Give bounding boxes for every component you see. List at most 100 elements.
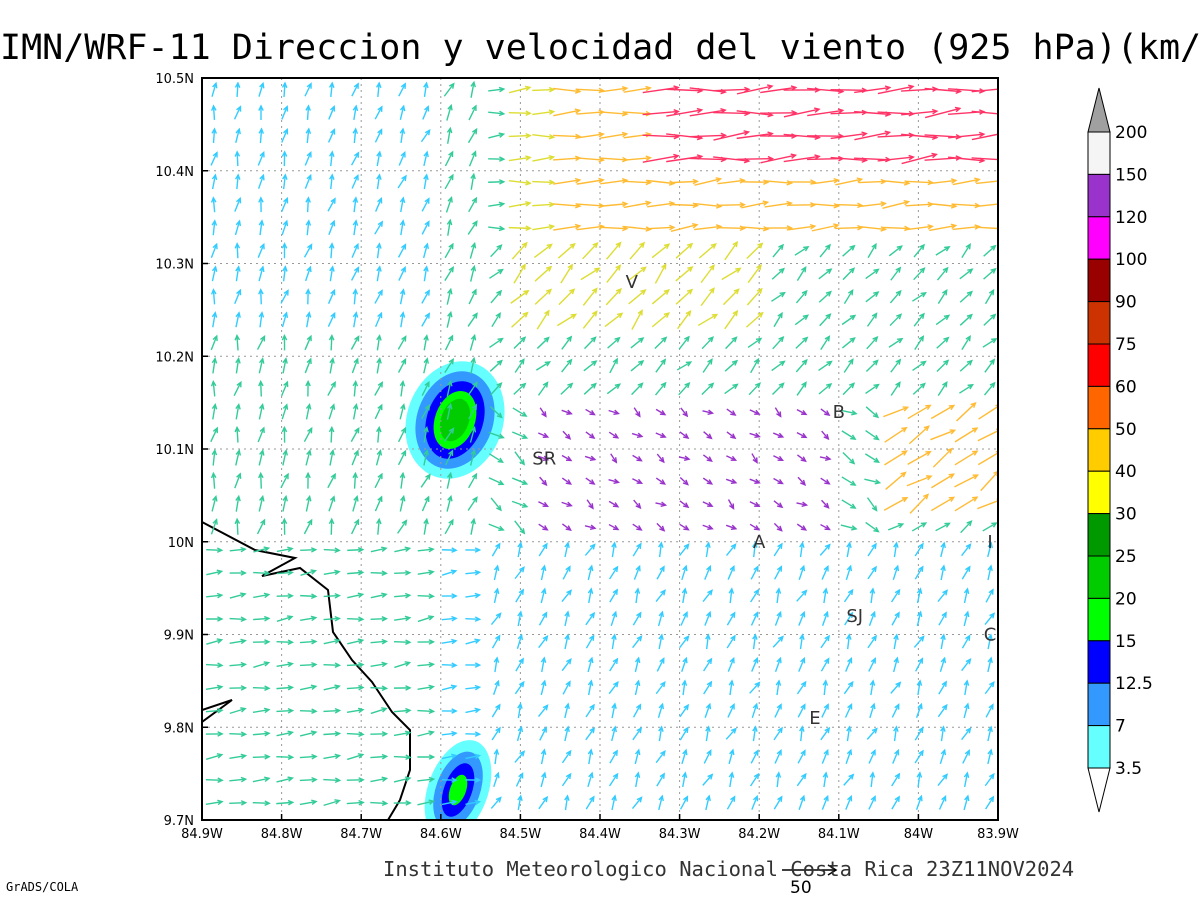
wind-vector-head [707,589,713,596]
wind-vector-head [525,180,532,186]
wind-vector-head [705,633,711,640]
wind-vector-head [823,794,829,802]
wind-vector [508,134,531,138]
wind-vector-head [636,432,644,438]
wind-vector [235,312,240,328]
wind-vector-head [518,680,525,688]
wind-vector-head [287,661,294,668]
wind-vector-head [778,267,785,274]
wind-vector-head [871,565,877,573]
wind-vector [515,658,524,672]
wind-vector [713,111,749,115]
wind-vector [539,727,547,741]
wind-vector [256,336,266,350]
wind-vector [608,523,619,531]
wind-vector [656,566,665,580]
wind-vector-head [428,754,436,760]
wind-vector-head [447,471,453,479]
wind-vector [819,456,831,460]
wind-vector [611,634,616,650]
wind-vector [576,179,604,185]
wind-vector-head [470,517,476,525]
wind-vector [508,156,531,162]
wind-vector [329,358,334,374]
wind-vector-head [870,610,876,618]
wind-vector-head [884,130,892,136]
wind-vector [773,500,783,508]
y-tick-label: 9.7N [164,814,194,829]
wind-vector-head [216,684,224,691]
wind-vector [465,686,480,690]
wind-vector [702,454,713,462]
wind-vector-head [334,707,342,714]
wind-vector [491,704,501,718]
wind-vector [229,593,246,599]
colorbar-swatch [1087,428,1111,472]
wind-vector-head [673,153,680,160]
wind-vector [689,87,726,93]
wind-vector [655,432,666,438]
wind-vector-head [943,359,950,366]
wind-vector [306,220,310,236]
wind-vector-head [471,104,477,111]
wind-vector [540,565,546,581]
wind-vector-head [424,128,431,136]
wind-vector [252,755,270,759]
wind-vector [747,264,762,284]
wind-vector-head [589,524,597,530]
wind-vector-head [263,546,271,552]
wind-vector [702,359,713,373]
wind-vector [253,661,269,669]
wind-vector [702,524,713,530]
wind-vector [821,612,829,626]
wind-vector [446,128,452,144]
wind-vector [913,244,925,258]
wind-vector-head [612,433,620,439]
wind-vector [585,796,595,810]
wind-vector [417,685,434,691]
wind-vector-head [544,361,552,367]
wind-vector [963,588,969,604]
wind-vector-head [546,243,553,250]
wind-vector-head [847,588,854,596]
wind-vector-head [658,541,664,548]
wind-vector-head [711,313,719,320]
wind-vector [210,427,218,443]
wind-vector-head [682,795,689,802]
wind-vector-head [352,379,359,387]
wind-vector [470,519,475,535]
wind-vector [323,799,340,807]
wind-vector [835,226,862,230]
wind-vector-head [948,496,956,502]
wind-vector-head [564,794,570,801]
wind-vector [771,292,785,302]
wind-vector-head [590,336,597,343]
wind-vector [713,131,749,141]
wind-vector-head [381,776,389,782]
wind-vector [561,409,572,415]
wind-vector [212,105,216,121]
wind-vector [561,477,572,485]
wind-vector-head [663,289,670,295]
wind-vector-head [752,633,758,640]
wind-vector [751,658,758,672]
wind-vector [783,155,820,163]
wind-vector [370,777,387,783]
wind-vector [252,732,270,736]
wind-vector [327,198,336,212]
wind-vector-head [287,569,294,576]
wind-vector-head [401,449,407,457]
wind-vector-head [966,359,973,366]
wind-vector [905,225,933,231]
wind-vector [515,773,524,787]
wind-vector-head [851,525,858,531]
wind-vector-head [687,266,694,272]
wind-vector-head [850,434,857,440]
wind-vector [796,382,807,396]
wind-vector [210,243,218,259]
wind-vector-head [814,107,821,113]
wind-vector [421,405,430,419]
wind-vector [305,404,311,420]
wind-vector [259,220,263,236]
wind-vector [901,153,937,165]
